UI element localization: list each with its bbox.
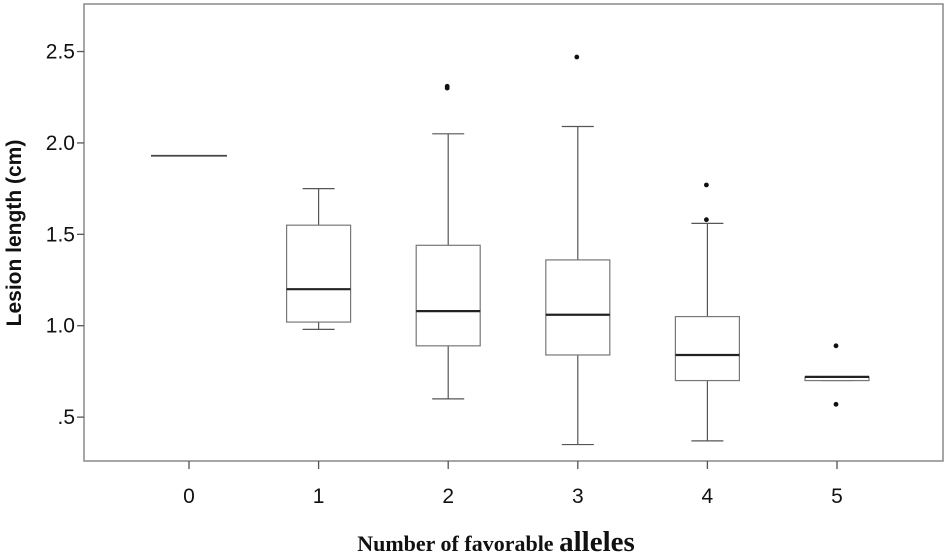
y-tick-label: .5 [57, 406, 75, 429]
plot-frame [83, 3, 944, 462]
outlier-point [833, 401, 839, 407]
box-group-1 [286, 188, 352, 330]
x-tick-label: 3 [572, 485, 584, 508]
x-tick-label: 4 [702, 485, 714, 508]
x-axis-title-main: Number of favorable [357, 531, 559, 556]
y-axis: .5 1.0 1.5 2.0 2.5 [46, 41, 84, 429]
x-tick-label: 1 [313, 485, 325, 508]
box-group-2 [415, 83, 481, 400]
outlier-point [704, 182, 709, 188]
box-group-4 [674, 182, 741, 442]
outlier-point [833, 343, 839, 349]
y-tick-label: 2.5 [46, 41, 75, 64]
x-tick-label: 5 [831, 485, 843, 508]
x-axis-title-emph: alleles [559, 526, 635, 558]
outlier-point [704, 217, 709, 223]
box-iqr [286, 224, 352, 323]
box-iqr [674, 315, 741, 382]
y-axis-title: Lesion length (cm) [3, 140, 26, 327]
outlier-point [574, 54, 580, 60]
x-axis-title: Number of favorable alleles [357, 526, 635, 558]
y-tick-label: 2.0 [46, 132, 75, 155]
boxes-layer [151, 54, 870, 446]
x-axis: 0 1 2 3 4 5 [183, 461, 843, 508]
box-group-3 [545, 54, 611, 446]
y-tick-label: 1.5 [46, 223, 75, 246]
box-iqr [545, 259, 611, 356]
box-group-5 [804, 343, 870, 407]
outlier-point [444, 83, 450, 89]
box-iqr [415, 244, 481, 347]
x-tick-label: 0 [183, 485, 195, 508]
y-tick-label: 1.0 [46, 315, 75, 338]
x-tick-label: 2 [442, 485, 454, 508]
